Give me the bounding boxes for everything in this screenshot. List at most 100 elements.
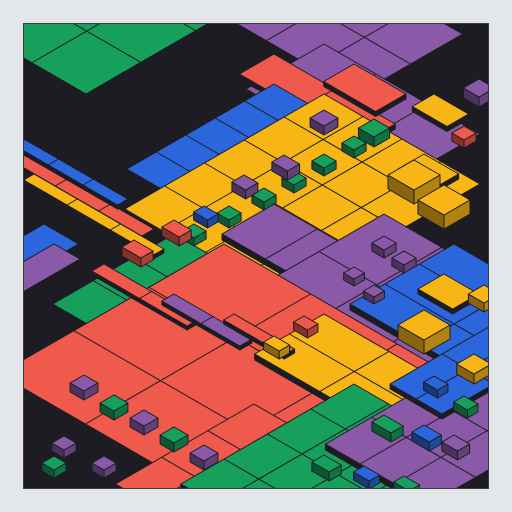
- block-7-face-top: [357, 118, 391, 138]
- purple-field-top-right-grid-line: [266, 24, 297, 42]
- block-17: [371, 235, 397, 259]
- block-13: [387, 159, 441, 205]
- block-26: [99, 394, 129, 421]
- block-39: [423, 375, 449, 399]
- block-38-face-left: [393, 481, 406, 488]
- yellow-strip-left-grid-line: [66, 198, 78, 206]
- block-22-face-top: [462, 78, 488, 98]
- block-layer: [41, 78, 488, 488]
- purple-field-top-right-grid-line: [340, 24, 411, 65]
- block-11-face-top: [161, 219, 192, 238]
- blue-strip-left-grid-line: [47, 158, 59, 166]
- purple-strip-middle: [161, 293, 253, 351]
- block-37: [353, 465, 381, 488]
- red-strip-left-grid-line: [54, 178, 68, 187]
- block-40: [453, 395, 479, 419]
- block-15-face-top: [397, 309, 451, 341]
- red-strip-middle-grid-line: [139, 291, 152, 299]
- block-16: [456, 353, 488, 385]
- red-step-top-right-top: [323, 63, 407, 112]
- blue-field-right-grid-line: [384, 283, 488, 345]
- block-40-face-top: [453, 395, 479, 411]
- block-27: [129, 409, 159, 436]
- green-field-top-grid-line: [73, 24, 142, 63]
- yellow-step-top-right: [411, 93, 470, 132]
- block-19-face-top: [343, 266, 365, 280]
- block-5-face-top: [216, 205, 242, 221]
- block-10: [193, 205, 219, 229]
- yellow-step-right-lower: [417, 273, 480, 315]
- block-35-face-top: [441, 434, 471, 452]
- artwork-frame: [24, 24, 488, 488]
- block-22: [462, 78, 488, 108]
- red-step-top-right: [323, 63, 407, 117]
- block-17-face-top: [371, 235, 397, 251]
- blue-strip-left-grid-line: [82, 178, 94, 186]
- block-24-face-top: [309, 109, 339, 127]
- block-13-face-top: [387, 159, 441, 191]
- yellow-step-top-right-top: [411, 93, 470, 127]
- block-29: [189, 444, 219, 471]
- yellow-field-center-grid-line: [244, 139, 401, 231]
- green-grid-bottom-grid-line: [223, 458, 276, 488]
- green-field-top-side-front: [24, 57, 87, 102]
- block-15: [397, 309, 451, 355]
- block-23: [451, 125, 477, 149]
- block-38: [393, 475, 421, 488]
- block-42-face-top: [293, 315, 319, 331]
- green-field-top-grid-line: [31, 24, 100, 64]
- block-26-face-top: [99, 394, 129, 412]
- block-34: [411, 424, 442, 452]
- yellow-field-center-grid-line: [204, 162, 361, 254]
- block-33-face-top: [371, 414, 404, 434]
- block-20: [363, 284, 385, 305]
- block-7: [357, 118, 391, 148]
- block-28: [159, 426, 189, 453]
- block-38-face-top: [393, 475, 421, 488]
- block-2: [311, 153, 337, 177]
- block-20-face-top: [363, 284, 385, 298]
- blue-grid-bottom-right: [389, 326, 488, 420]
- block-25-face-top: [69, 374, 99, 392]
- block-36-face-top: [311, 454, 342, 473]
- block-36: [311, 454, 342, 482]
- purple-strip-middle-grid-line: [200, 316, 214, 324]
- green-field-top: [24, 24, 221, 102]
- block-8: [271, 154, 301, 181]
- slab-layer: [24, 24, 488, 488]
- block-10-face-top: [193, 205, 219, 221]
- block-12: [121, 239, 154, 268]
- block-39-face-top: [423, 375, 449, 391]
- block-23-face-top: [451, 125, 477, 141]
- block-21-face-top: [467, 284, 488, 304]
- block-12-face-top: [121, 239, 154, 259]
- isometric-block-artwork: [24, 24, 488, 488]
- block-9-face-top: [231, 174, 259, 191]
- yellow-step-right-lower-top: [417, 273, 480, 310]
- block-28-face-top: [159, 426, 189, 444]
- block-30-face-top: [51, 435, 77, 451]
- block-31: [41, 455, 67, 479]
- block-8-face-top: [271, 154, 301, 172]
- block-21: [467, 284, 488, 313]
- block-19: [343, 266, 365, 287]
- block-32-face-top: [91, 455, 117, 471]
- block-41: [263, 335, 291, 360]
- block-27-face-top: [129, 409, 159, 427]
- block-34-face-top: [411, 424, 442, 443]
- yellow-field-lower-grid-line: [289, 333, 420, 410]
- block-30: [51, 435, 77, 459]
- block-9: [231, 174, 259, 200]
- block-5: [216, 205, 242, 229]
- block-18-face-top: [391, 250, 417, 266]
- block-37-face-top: [353, 465, 381, 482]
- purple-sliver-left-top: [24, 243, 81, 292]
- block-11: [161, 219, 192, 247]
- green-field-top-top: [24, 24, 209, 95]
- block-2-face-top: [311, 153, 337, 169]
- block-14-face-top: [417, 184, 471, 216]
- block-24: [309, 109, 339, 136]
- blue-strip-left: [24, 138, 129, 210]
- block-32: [91, 455, 117, 479]
- block-42: [293, 315, 319, 339]
